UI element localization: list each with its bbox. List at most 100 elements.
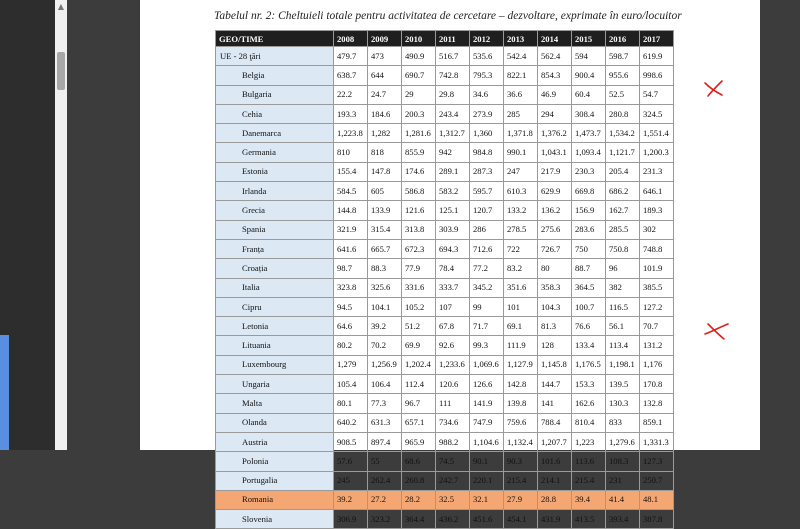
country-cell: Bulgaria	[215, 84, 334, 105]
table-row: Letonia 64.6 39.2 51.2 67.8 71.7 69.1 81.3 76.6 5…	[215, 316, 674, 337]
value-cell: 126.6	[469, 374, 504, 395]
country-cell: UE - 28 ţări	[215, 45, 334, 67]
table-row: Cipru 94.5 104.1 105.2 107 99 101 104.3 100.7 116…	[215, 296, 674, 318]
value-cell: 1,371.8	[503, 123, 538, 144]
value-cell: 657.1	[401, 412, 436, 433]
value-cell: 669.8	[571, 181, 606, 202]
value-cell: 104.3	[537, 296, 572, 318]
value-cell: 260.8	[401, 470, 436, 491]
value-cell: 36.6	[503, 84, 538, 105]
value-cell: 285	[503, 103, 538, 125]
scrollbar-thumb[interactable]	[57, 52, 65, 90]
country-cell: Ungaria	[215, 374, 334, 395]
value-cell: 96	[605, 258, 640, 279]
value-cell: 1,132.4	[503, 431, 538, 453]
table-row: Italia 323.8 325.6 331.6 333.7 345.2 351.6 358.…	[215, 277, 674, 298]
value-cell: 1,312.7	[435, 123, 470, 144]
header-year: 2016	[605, 30, 640, 47]
country-cell: Spania	[215, 219, 334, 240]
value-cell: 174.6	[401, 161, 436, 183]
value-cell: 111.9	[503, 335, 538, 356]
value-cell: 413.5	[571, 509, 606, 529]
value-cell: 562.4	[537, 45, 572, 67]
value-cell: 90.3	[503, 451, 538, 472]
value-cell: 1,093.4	[571, 142, 606, 163]
country-cell: Danemarca	[215, 123, 334, 144]
header-year: 2011	[435, 30, 470, 47]
value-cell: 24.7	[367, 84, 402, 105]
value-cell: 594	[571, 45, 606, 67]
value-cell: 113.6	[571, 451, 606, 472]
value-cell: 641.6	[333, 238, 368, 260]
value-cell: 280.8	[605, 103, 640, 125]
value-cell: 750.8	[605, 238, 640, 260]
scroll-up-arrow-icon[interactable]: ▲	[57, 2, 65, 11]
value-cell: 189.3	[639, 200, 674, 221]
value-cell: 1,534.2	[605, 123, 640, 144]
value-cell: 686.2	[605, 181, 640, 202]
country-cell: Estonia	[215, 161, 334, 183]
value-cell: 120.6	[435, 374, 470, 395]
value-cell: 285.5	[605, 219, 640, 240]
table-row: Germania 810 818 855.9 942 984.8 990.1 1,043.1 1…	[215, 142, 674, 163]
value-cell: 101	[503, 296, 538, 318]
country-cell: Irlanda	[215, 181, 334, 202]
value-cell: 214.1	[537, 470, 572, 491]
value-cell: 68.6	[401, 451, 436, 472]
value-cell: 750	[571, 238, 606, 260]
value-cell: 490.9	[401, 45, 436, 67]
value-cell: 1,279.6	[605, 431, 640, 453]
header-year: 2012	[469, 30, 504, 47]
table-row: Bulgaria 22.2 24.7 29 29.8 34.6 36.6 46.9 60.4 52…	[215, 84, 674, 105]
country-cell: Portugalia	[215, 470, 334, 491]
value-cell: 80	[537, 258, 572, 279]
country-cell: Lituania	[215, 335, 334, 356]
table-row: Danemarca 1,223.8 1,282 1,281.6 1,312.7 1,360…	[215, 123, 674, 144]
table-row: Spania 321.9 315.4 313.8 303.9 286 278.5 275.6 2…	[215, 219, 674, 240]
value-cell: 83.2	[503, 258, 538, 279]
value-cell: 1,121.7	[605, 142, 640, 163]
value-cell: 100.7	[571, 296, 606, 318]
value-cell: 28.2	[401, 489, 436, 511]
value-cell: 584.5	[333, 181, 368, 202]
value-cell: 747.9	[469, 412, 504, 433]
value-cell: 595.7	[469, 181, 504, 202]
value-cell: 278.5	[503, 219, 538, 240]
value-cell: 67.8	[435, 316, 470, 337]
country-cell: Polonia	[215, 451, 334, 472]
value-cell: 516.7	[435, 45, 470, 67]
value-cell: 92.6	[435, 335, 470, 356]
value-cell: 193.3	[333, 103, 368, 125]
value-cell: 60.4	[571, 84, 606, 105]
value-cell: 78.4	[435, 258, 470, 279]
value-cell: 205.4	[605, 161, 640, 183]
value-cell: 144.8	[333, 200, 368, 221]
value-cell: 217.9	[537, 161, 572, 183]
value-cell: 1,331.3	[639, 431, 674, 453]
value-cell: 51.2	[401, 316, 436, 337]
value-cell: 99	[469, 296, 504, 318]
value-cell: 306.9	[333, 509, 368, 529]
value-cell: 106.4	[367, 374, 402, 395]
country-cell: Italia	[215, 277, 334, 298]
table-caption: Tabelul nr. 2: Cheltuieli totale pentru …	[214, 10, 682, 22]
value-cell: 900.4	[571, 65, 606, 86]
table-row: Franța 641.6 665.7 672.3 694.3 712.6 722 726.7 7…	[215, 238, 674, 260]
value-cell: 273.9	[469, 103, 504, 125]
value-cell: 1,069.6	[469, 354, 504, 376]
value-cell: 345.2	[469, 277, 504, 298]
value-cell: 104.1	[367, 296, 402, 318]
value-cell: 184.6	[367, 103, 402, 125]
vertical-scrollbar[interactable]: ▲	[55, 0, 67, 450]
value-cell: 101.6	[537, 451, 572, 472]
value-cell: 788.4	[537, 412, 572, 433]
value-cell: 431.9	[537, 509, 572, 529]
value-cell: 133.9	[367, 200, 402, 221]
value-cell: 155.4	[333, 161, 368, 183]
value-cell: 131.2	[639, 335, 674, 356]
value-cell: 303.9	[435, 219, 470, 240]
value-cell: 32.5	[435, 489, 470, 511]
value-cell: 242.7	[435, 470, 470, 491]
value-cell: 984.8	[469, 142, 504, 163]
value-cell: 116.5	[605, 296, 640, 318]
